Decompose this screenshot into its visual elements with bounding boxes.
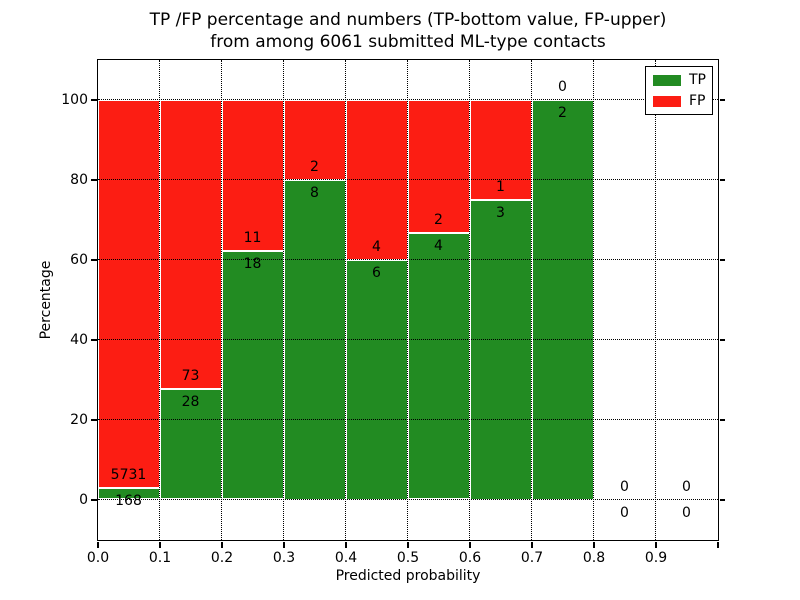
x-axis-tick [407, 541, 409, 548]
fp-count-label: 0 [620, 478, 629, 495]
bar-segment-tp [407, 232, 470, 500]
y-axis-tick-right [719, 499, 725, 501]
bar-segment-fp [221, 99, 284, 252]
bar-segment-fp [469, 99, 532, 200]
bar-segment-tp [469, 199, 532, 500]
legend-label: TP [689, 72, 706, 88]
grid-line-vertical [469, 59, 470, 540]
x-tick-label: 0.0 [86, 550, 110, 566]
chart-title-line1: TP /FP percentage and numbers (TP-bottom… [149, 10, 667, 30]
y-axis-tick [90, 339, 97, 341]
fp-count-label: 2 [434, 211, 443, 228]
y-axis-tick [90, 499, 97, 501]
chart-title-line2: from among 6061 submitted ML-type contac… [210, 32, 606, 52]
y-axis-tick [90, 259, 97, 261]
fp-count-label: 5731 [110, 467, 147, 484]
tp-count-label: 2 [558, 104, 567, 121]
legend-label: FP [689, 93, 706, 109]
grid-line-vertical [221, 59, 222, 540]
fp-count-label: 4 [372, 238, 381, 255]
grid-line-vertical [159, 59, 160, 540]
fp-count-label: 0 [682, 478, 691, 495]
tp-count-label: 18 [243, 256, 262, 273]
x-tick-label: 0.1 [148, 550, 172, 566]
fp-count-label: 73 [181, 367, 200, 384]
y-axis-tick-right [719, 179, 725, 181]
grid-line-vertical [407, 59, 408, 540]
grid-line-vertical [655, 59, 656, 540]
grid-line-vertical [345, 59, 346, 540]
y-axis-tick [90, 99, 97, 101]
tp-count-label: 6 [372, 264, 381, 281]
x-tick-label: 0.8 [582, 550, 606, 566]
fp-count-label: 2 [310, 158, 319, 175]
x-tick-label: 0.2 [210, 550, 234, 566]
x-tick-label: 0.3 [272, 550, 296, 566]
x-tick-label: 0.7 [520, 550, 544, 566]
legend-entry: TP [653, 72, 706, 88]
y-axis-tick-right [719, 419, 725, 421]
tp-count-label: 0 [620, 504, 629, 521]
bar-segment-fp [159, 99, 222, 389]
y-tick-label: 100 [61, 92, 88, 108]
x-axis-tick [655, 541, 657, 548]
grid-line-vertical [593, 59, 594, 540]
x-tick-label: 0.9 [644, 550, 668, 566]
bar-segment-fp [97, 99, 160, 489]
legend: TP FP [645, 66, 713, 115]
x-axis-tick [717, 541, 719, 548]
y-tick-label: 80 [70, 172, 88, 188]
y-tick-label: 60 [70, 252, 88, 268]
legend-swatch-fp [653, 95, 681, 107]
plot-area: 5731 168 73 28 11 18 2 8 4 6 2 4 1 3 0 2 0 0 0 0 [96, 58, 719, 541]
x-axis-tick [531, 541, 533, 548]
bar-segment-tp [531, 99, 594, 500]
y-axis-tick [90, 419, 97, 421]
x-axis-tick [593, 541, 595, 548]
fp-count-label: 0 [558, 78, 567, 95]
tp-count-label: 3 [496, 204, 505, 221]
tp-count-label: 8 [310, 184, 319, 201]
fp-count-label: 11 [243, 230, 262, 247]
x-tick-label: 0.6 [458, 550, 482, 566]
y-tick-label: 0 [79, 492, 88, 508]
x-axis-tick [345, 541, 347, 548]
bar-segment-tp [221, 251, 284, 500]
y-axis-tick-right [719, 339, 725, 341]
tp-count-label: 28 [181, 393, 200, 410]
y-axis-label: Percentage [38, 260, 54, 340]
bar-segment-tp [345, 259, 408, 500]
tp-count-label: 4 [434, 237, 443, 254]
legend-swatch-tp [653, 74, 681, 86]
y-axis-tick-right [719, 259, 725, 261]
x-tick-label: 0.4 [334, 550, 358, 566]
y-axis-tick [90, 179, 97, 181]
x-axis-tick [469, 541, 471, 548]
x-axis-tick [159, 541, 161, 548]
bar-segment-fp [407, 99, 470, 233]
x-axis-tick [283, 541, 285, 548]
tp-count-label: 168 [115, 493, 142, 510]
x-axis-tick [221, 541, 223, 548]
grid-line-vertical [531, 59, 532, 540]
tp-count-label: 0 [682, 504, 691, 521]
grid-line-vertical [283, 59, 284, 540]
y-tick-label: 40 [70, 332, 88, 348]
legend-entry: FP [653, 93, 706, 109]
x-axis-label: Predicted probability [335, 568, 481, 584]
x-axis-tick [97, 541, 99, 548]
y-tick-label: 20 [70, 412, 88, 428]
y-axis-tick-right [719, 99, 725, 101]
chart-title: TP /FP percentage and numbers (TP-bottom… [98, 9, 718, 53]
x-tick-label: 0.5 [396, 550, 420, 566]
fp-count-label: 1 [496, 178, 505, 195]
